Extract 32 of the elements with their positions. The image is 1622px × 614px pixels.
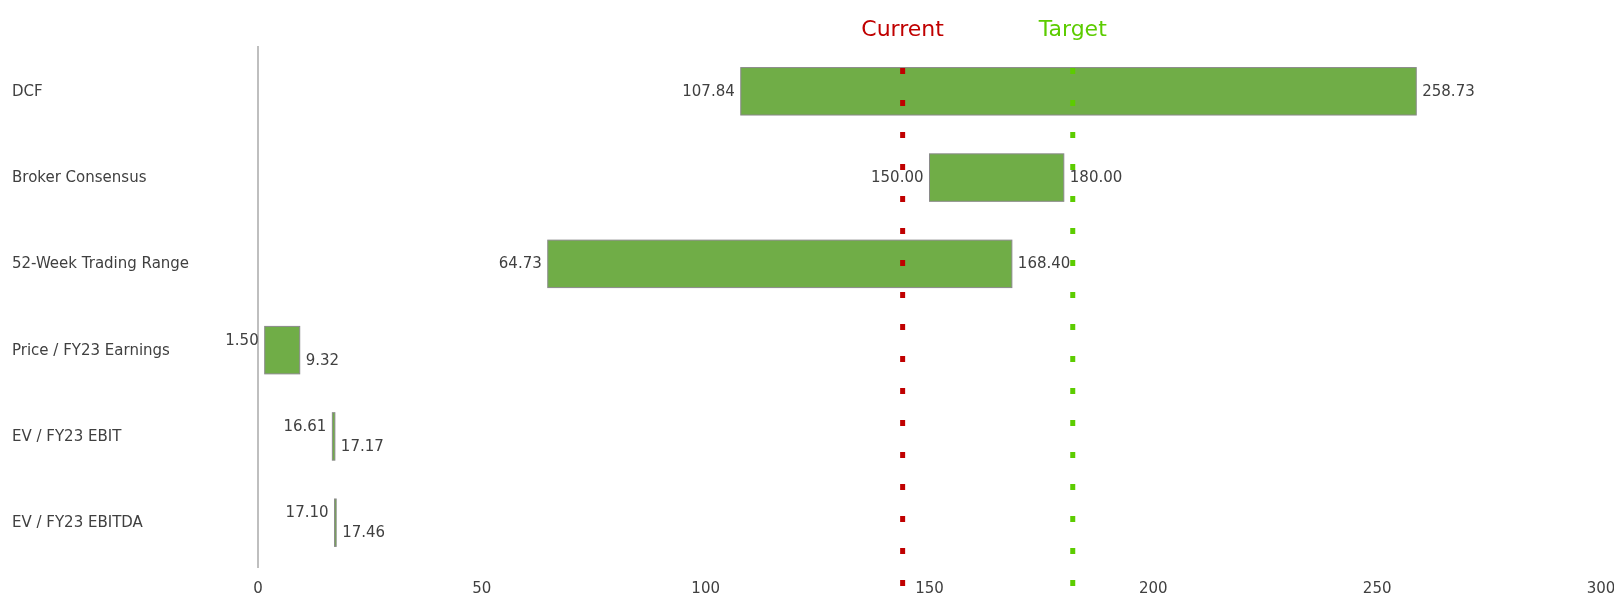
y-tick-label: EV / FY23 EBIT [12, 426, 123, 445]
y-tick-label: 52-Week Trading Range [12, 254, 190, 273]
x-tick-label: 150 [915, 579, 944, 597]
x-tick-label: 100 [691, 579, 720, 597]
annotation: 150.00 [871, 168, 924, 187]
x-tick-label: 0 [253, 579, 263, 597]
x-tick-label: 300 [1586, 579, 1616, 597]
bar [929, 153, 1065, 202]
annotation: 258.73 [1422, 81, 1475, 100]
annotation: 180.00 [1069, 168, 1123, 187]
x-tick-label: 250 [1362, 579, 1392, 597]
ref-line-label: Current [861, 16, 945, 41]
bar [547, 239, 1013, 289]
bar [331, 412, 336, 461]
x-tick-label: 200 [1139, 579, 1168, 597]
annotation: 1.50 [225, 330, 259, 349]
y-tick-label: DCF [12, 81, 43, 100]
y-tick-label: Price / FY23 Earnings [12, 340, 171, 359]
bar [740, 67, 1417, 116]
y-tick-label: EV / FY23 EBITDA [12, 513, 144, 532]
annotation: 17.17 [340, 436, 384, 455]
x-tick-label: 50 [472, 579, 492, 597]
annotation: 64.73 [498, 254, 542, 273]
annotation: 9.32 [305, 350, 340, 369]
annotation: 17.46 [342, 523, 386, 542]
ref-line-label: Target [1037, 16, 1108, 41]
bar [264, 325, 301, 375]
annotation: 168.40 [1017, 254, 1071, 273]
y-tick-label: Broker Consensus [12, 168, 147, 187]
annotation: 107.84 [682, 81, 735, 100]
annotation: 16.61 [283, 416, 327, 435]
annotation: 17.10 [285, 503, 329, 522]
